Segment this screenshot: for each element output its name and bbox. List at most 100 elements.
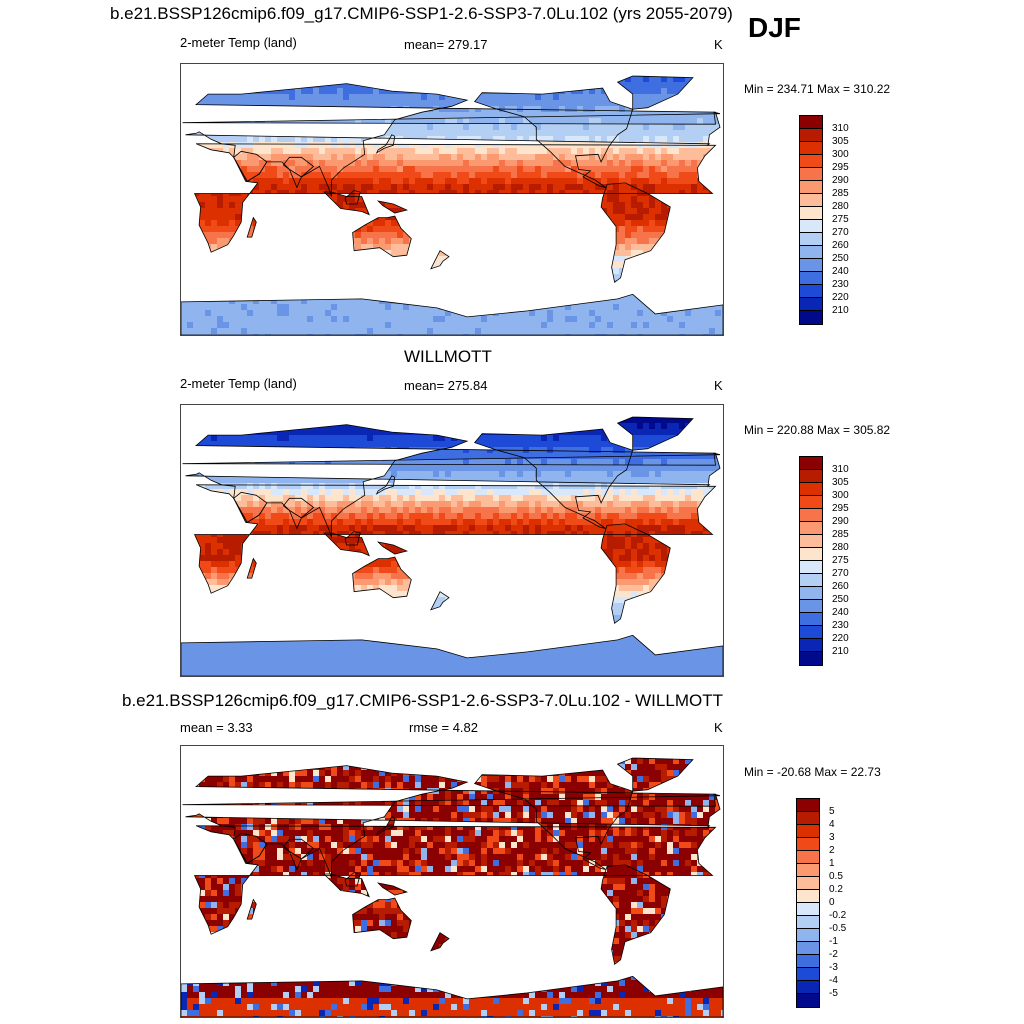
- field-cell: [319, 154, 325, 160]
- field-cell: [415, 405, 421, 411]
- panel-2-variable: 2-meter Temp (land): [180, 376, 297, 391]
- field-cell: [703, 118, 709, 124]
- field-cell: [271, 435, 277, 441]
- field-cell: [667, 196, 673, 202]
- field-cell: [595, 292, 601, 298]
- field-cell: [481, 286, 487, 292]
- field-cell: [361, 441, 367, 447]
- field-cell: [649, 244, 655, 250]
- field-cell: [691, 292, 697, 298]
- field-cell: [571, 160, 577, 166]
- field-cell: [199, 76, 205, 82]
- field-cell: [295, 94, 301, 100]
- field-cell: [619, 190, 625, 196]
- field-cell: [295, 82, 301, 88]
- field-cell: [379, 286, 385, 292]
- field-cell: [655, 166, 661, 172]
- field-cell: [349, 214, 355, 220]
- field-cell: [439, 405, 445, 411]
- field-cell: [481, 184, 487, 190]
- field-cell: [199, 154, 205, 160]
- field-cell: [409, 441, 415, 447]
- field-cell: [433, 310, 439, 316]
- field-cell: [205, 100, 211, 106]
- field-cell: [637, 208, 643, 214]
- field-cell: [475, 154, 481, 160]
- field-cell: [337, 112, 343, 118]
- field-cell: [667, 178, 673, 184]
- field-cell: [337, 118, 343, 124]
- field-cell: [655, 184, 661, 190]
- field-cell: [697, 106, 703, 112]
- field-cell: [445, 417, 451, 423]
- field-cell: [619, 106, 625, 112]
- field-cell: [409, 423, 415, 429]
- field-cell: [325, 435, 331, 441]
- field-cell: [721, 100, 723, 106]
- field-cell: [595, 130, 601, 136]
- field-cell: [403, 334, 409, 335]
- field-cell: [421, 226, 427, 232]
- field-cell: [301, 250, 307, 256]
- field-cell: [253, 148, 259, 154]
- field-cell: [331, 298, 337, 304]
- field-cell: [643, 244, 649, 250]
- field-cell: [505, 226, 511, 232]
- field-cell: [691, 435, 697, 441]
- field-cell: [505, 328, 511, 334]
- field-cell: [667, 250, 673, 256]
- field-cell: [709, 286, 715, 292]
- field-cell: [307, 304, 313, 310]
- field-cell: [283, 88, 289, 94]
- field-cell: [229, 304, 235, 310]
- field-cell: [307, 154, 313, 160]
- field-cell: [451, 112, 457, 118]
- field-cell: [253, 244, 259, 250]
- field-cell: [193, 435, 199, 441]
- field-cell: [673, 250, 679, 256]
- field-cell: [517, 262, 523, 268]
- field-cell: [469, 274, 475, 280]
- field-cell: [523, 292, 529, 298]
- field-cell: [301, 130, 307, 136]
- field-cell: [187, 280, 193, 286]
- field-cell: [181, 160, 187, 166]
- field-cell: [463, 238, 469, 244]
- field-cell: [673, 280, 679, 286]
- field-cell: [439, 298, 445, 304]
- field-cell: [403, 82, 409, 88]
- field-cell: [721, 322, 723, 328]
- field-cell: [343, 274, 349, 280]
- field-cell: [679, 148, 685, 154]
- field-cell: [325, 112, 331, 118]
- field-cell: [325, 238, 331, 244]
- field-cell: [601, 196, 607, 202]
- field-cell: [505, 441, 511, 447]
- field-cell: [595, 268, 601, 274]
- field-cell: [409, 447, 415, 453]
- field-cell: [289, 196, 295, 202]
- field-cell: [721, 441, 723, 447]
- field-cell: [505, 298, 511, 304]
- field-cell: [403, 202, 409, 208]
- field-cell: [637, 124, 643, 130]
- field-cell: [451, 298, 457, 304]
- field-cell: [529, 405, 535, 411]
- field-cell: [283, 322, 289, 328]
- field-cell: [193, 148, 199, 154]
- field-cell: [307, 405, 313, 411]
- field-cell: [283, 328, 289, 334]
- field-cell: [571, 310, 577, 316]
- field-cell: [409, 417, 415, 423]
- field-cell: [601, 268, 607, 274]
- field-cell: [673, 64, 679, 70]
- field-cell: [325, 232, 331, 238]
- field-cell: [529, 423, 535, 429]
- field-cell: [523, 334, 529, 335]
- field-cell: [181, 172, 187, 178]
- field-cell: [703, 112, 709, 118]
- field-cell: [391, 112, 397, 118]
- field-cell: [247, 304, 253, 310]
- field-cell: [655, 411, 661, 417]
- field-cell: [373, 250, 379, 256]
